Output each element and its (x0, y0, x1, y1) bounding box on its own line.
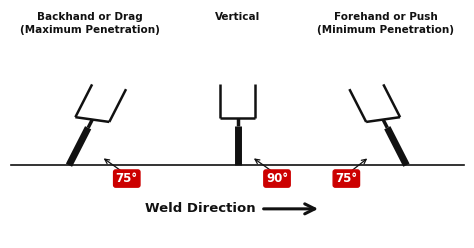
Text: Vertical: Vertical (215, 12, 260, 23)
Text: 75°: 75° (335, 172, 357, 185)
Text: Weld Direction: Weld Direction (146, 202, 256, 215)
Text: 90°: 90° (266, 172, 288, 185)
Text: Forehand or Push
(Minimum Penetration): Forehand or Push (Minimum Penetration) (317, 12, 454, 35)
Text: Backhand or Drag
(Maximum Penetration): Backhand or Drag (Maximum Penetration) (20, 12, 160, 35)
Text: 75°: 75° (116, 172, 138, 185)
